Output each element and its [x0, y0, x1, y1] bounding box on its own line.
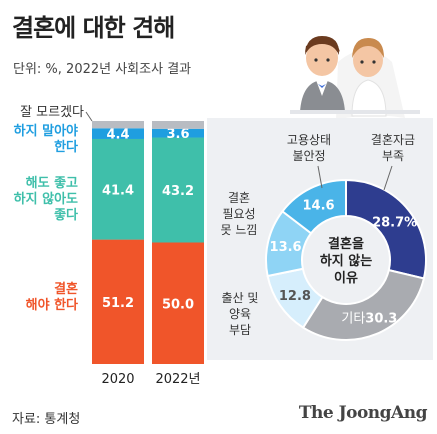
reason-label-child: 출산 및 양육 부담 [221, 291, 259, 337]
bar-segment-1-1 [152, 137, 204, 243]
donut-value-label-4: 14.6 [303, 198, 335, 213]
donut-value-label-3: 13.6 [270, 240, 302, 255]
legend-either: 해도 좋고 하지 않아도 좋다 [13, 176, 78, 223]
x-tick-label-0: 2020 [101, 372, 134, 387]
legend-dont-know: 잘 모르겠다 [20, 105, 84, 120]
reason-label-need: 결혼 필요성 못 느낌 [220, 191, 258, 237]
donut-center-label-0: 결혼을 [328, 236, 364, 252]
bar-segment-0-0 [92, 239, 144, 364]
donut-slice-4 [281, 178, 347, 235]
dont-know-leader [85, 111, 93, 122]
donut-value-label-1: 기타30.3 [341, 311, 397, 326]
donut-center-label-2: 이유 [334, 270, 358, 286]
legend-should: 결혼 해야 한다 [25, 282, 78, 313]
x-tick-label-1: 2022년 [155, 372, 200, 387]
bar-segment-0-2 [92, 128, 144, 139]
bar-value-label-0-2: 4.4 [106, 128, 129, 143]
bar-segment-1-0 [152, 242, 204, 364]
brand-logo: The JoongAng [298, 403, 428, 423]
reason-label-job: 고용상태 불안정 [286, 133, 332, 163]
leader-job [317, 165, 323, 189]
bar-segment-1-3 [152, 121, 204, 129]
source-note: 자료: 통계청 [12, 412, 81, 427]
bar-value-label-0-0: 51.2 [102, 296, 134, 311]
donut-slice-0 [345, 178, 427, 280]
legend-should-not: 하지 말아야 한다 [13, 124, 78, 155]
leader-money [383, 165, 393, 191]
reason-label-money: 결혼자금 부족 [370, 133, 416, 163]
donut-value-label-0: 28.7% [372, 216, 417, 231]
bar-segment-1-2 [152, 128, 204, 138]
bar-value-label-1-1: 43.2 [162, 184, 194, 199]
bar-value-label-0-1: 41.4 [102, 183, 134, 198]
unit-note: 단위: %, 2022년 사회조사 결과 [13, 62, 192, 77]
bar-segment-0-3 [92, 121, 144, 129]
bar-segment-0-1 [92, 138, 144, 240]
donut-center-label-1: 하지 않는 [320, 253, 372, 269]
donut-value-label-2: 12.8 [279, 289, 311, 304]
bar-value-label-1-0: 50.0 [162, 297, 194, 312]
donut-slice-1 [301, 268, 426, 341]
bar-value-label-1-2: 3.6 [166, 127, 189, 142]
page-title: 결혼에 대한 견해 [12, 14, 175, 42]
